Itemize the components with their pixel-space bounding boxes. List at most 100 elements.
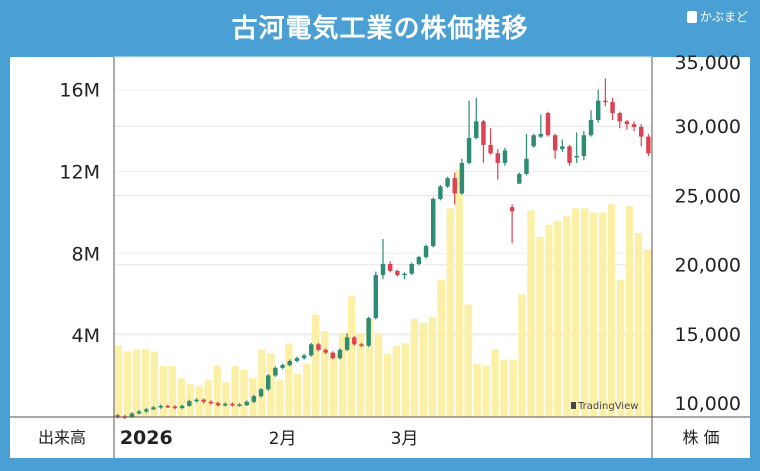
volume-bar [276, 380, 284, 417]
volume-bar [554, 220, 562, 417]
volume-bar [572, 208, 580, 417]
candle-body [588, 120, 594, 136]
candle-body [395, 270, 400, 276]
volume-bar [294, 374, 302, 417]
left-tick-label: 8M [72, 243, 100, 265]
volume-bar [150, 351, 159, 417]
tradingview-logo-icon [571, 402, 576, 409]
right-tick-label: 25,000 [675, 185, 741, 207]
candle-body [631, 124, 637, 127]
candle-body [416, 257, 422, 264]
x-tick-label: 2026 [120, 427, 173, 449]
candle-body [208, 401, 214, 404]
volume-bar [312, 314, 320, 417]
volume-bar [500, 359, 508, 417]
candle-body [581, 135, 587, 156]
right-tick-label: 20,000 [675, 255, 741, 277]
volume-bar [419, 322, 428, 417]
volume-bar [518, 294, 526, 417]
volume-bar [365, 318, 374, 417]
left-tick-label: 16M [59, 80, 100, 102]
candle-body [172, 406, 178, 409]
volume-bar [616, 279, 625, 417]
volume-bar [491, 349, 499, 417]
candle-body [502, 150, 508, 163]
volume-bar [186, 384, 194, 417]
candle-body [344, 337, 350, 350]
candle-body [280, 365, 285, 368]
candle-body [330, 352, 336, 359]
volume-bar [114, 345, 123, 417]
candle-body [373, 275, 379, 318]
candle-body [287, 360, 292, 366]
candle-body [230, 403, 235, 406]
candle-body [445, 178, 450, 187]
volume-bar [455, 169, 463, 417]
candle-body [509, 207, 515, 212]
volume-bar [374, 333, 383, 417]
candle-body [273, 367, 278, 376]
candle-body [595, 100, 601, 120]
candle-body [438, 186, 443, 199]
volume-bar [643, 249, 652, 417]
volume-bar [356, 333, 365, 417]
candle-body [251, 396, 257, 402]
candle-body [459, 162, 465, 194]
candle-body [244, 401, 249, 406]
volume-bar [321, 331, 329, 417]
candle-body [165, 405, 171, 408]
candle-body [538, 133, 544, 137]
candle-body [639, 126, 644, 137]
candle-body [574, 156, 579, 158]
x-tick-label: 2月 [269, 429, 297, 449]
page-title: 古河電気工業の株価推移 [231, 14, 529, 44]
brand-name: かぶまど [699, 10, 748, 24]
candle-body [115, 415, 120, 417]
volume-bar [177, 378, 185, 417]
candle-body [294, 358, 300, 361]
candle-body [215, 403, 221, 406]
volume-axis-title: 出来高 [38, 428, 86, 447]
candle-body [151, 407, 156, 410]
volume-bar [213, 365, 221, 417]
brand-logo: かぶまど [686, 8, 748, 25]
candle-body [524, 158, 529, 174]
candle-body [545, 113, 551, 136]
volume-bar [132, 349, 141, 417]
right-tick-label: 30,000 [675, 116, 741, 138]
volume-bar [141, 349, 150, 417]
volume-bar [168, 365, 176, 417]
candle-body [481, 121, 486, 145]
candle-body [222, 403, 228, 406]
candle-body [352, 337, 357, 345]
candle-body [194, 399, 199, 402]
volume-bar [428, 316, 436, 417]
candle-body [617, 113, 622, 122]
volume-bar [464, 304, 472, 417]
candle-body [517, 174, 522, 184]
right-tick-label: 35,000 [675, 52, 741, 74]
volume-bar [392, 345, 401, 417]
candle-body [452, 178, 457, 194]
volume-bar [509, 359, 517, 417]
volume-bar [338, 333, 347, 417]
volume-bar [303, 363, 311, 417]
candle-body [201, 399, 206, 402]
volume-bar [258, 349, 266, 417]
bookmark-icon [686, 10, 697, 23]
candle-body [323, 349, 328, 353]
volume-bar [267, 353, 275, 417]
candle-body [144, 409, 149, 412]
candle-body [337, 349, 343, 359]
volume-bar [607, 204, 616, 417]
candle-body [402, 273, 407, 276]
candle-body [552, 135, 558, 151]
candle-body [387, 264, 393, 271]
volume-bar [473, 363, 481, 417]
candle-body [266, 375, 271, 390]
volume-bar [437, 279, 445, 417]
volume-bar [383, 353, 392, 417]
volume-bar [527, 210, 535, 417]
